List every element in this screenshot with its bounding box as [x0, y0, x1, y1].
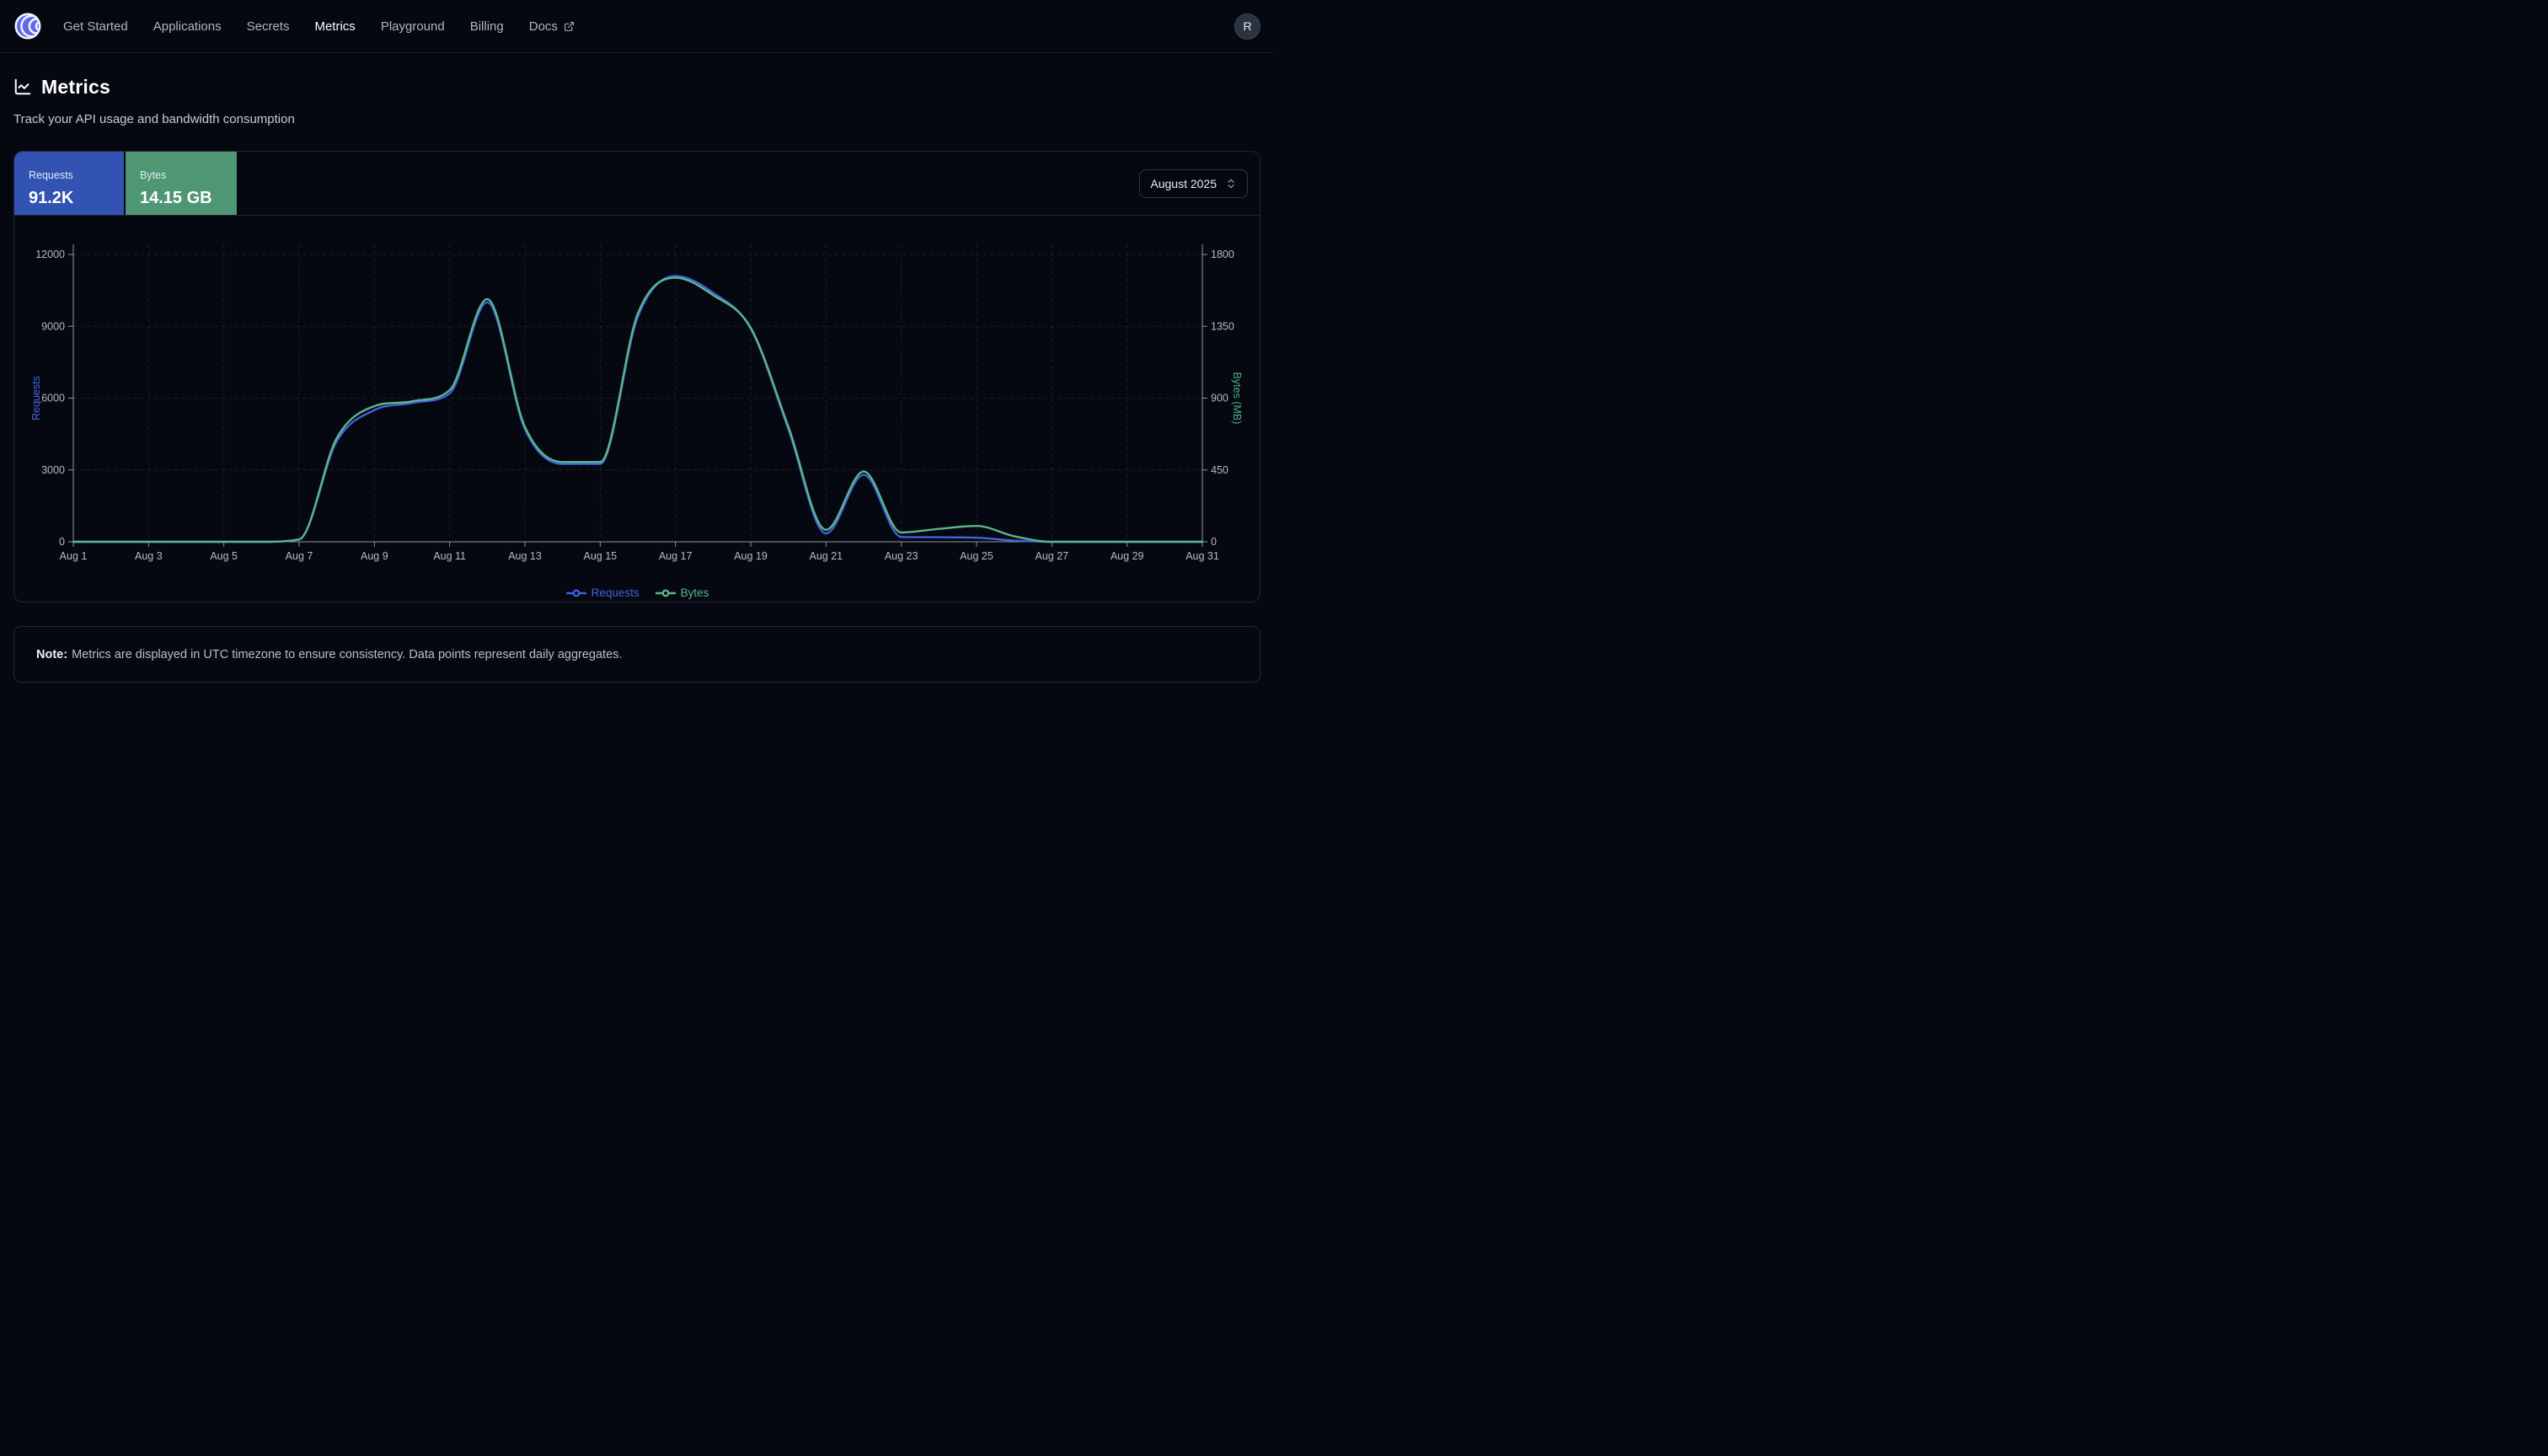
top-nav: Get Started Applications Secrets Metrics Pla…: [0, 0, 1274, 53]
nav-item-get-started[interactable]: Get Started: [63, 19, 128, 34]
note-text: Metrics are displayed in UTC timezone to…: [72, 647, 623, 661]
x-tick-label: Aug 31: [1186, 550, 1219, 562]
bytes-line: [72, 276, 1204, 543]
page-subtitle: Track your API usage and bandwidth consu…: [13, 112, 295, 126]
x-tick-label: Aug 9: [361, 550, 388, 562]
x-tick-label: Aug 27: [1036, 550, 1069, 562]
nav-item-docs[interactable]: Docs: [529, 19, 575, 34]
x-tick-label: Aug 7: [286, 550, 313, 562]
y-tick-label-left: 12000: [35, 249, 65, 260]
tab-requests[interactable]: Requests 91.2K: [14, 152, 124, 215]
nav-item-label: Secrets: [246, 19, 290, 34]
y-tick-label-right: 1800: [1211, 249, 1234, 260]
y-tick-label-right: 1350: [1211, 320, 1234, 332]
x-tick-label: Aug 5: [210, 550, 238, 562]
external-link-icon: [565, 22, 574, 31]
x-tick-label: Aug 17: [659, 550, 693, 562]
y-tick-label-right: 0: [1211, 536, 1217, 548]
x-tick-label: Aug 23: [885, 550, 918, 562]
legend-marker-icon: [565, 589, 586, 597]
nav-item-label: Metrics: [314, 19, 356, 34]
nav-item-playground[interactable]: Playground: [381, 19, 445, 34]
y-axis-title-right: Bytes (MB): [1231, 372, 1243, 425]
nav-links: Get Started Applications Secrets Metrics Pla…: [63, 19, 575, 34]
x-tick-label: Aug 25: [960, 550, 993, 562]
line-chart-icon: [14, 78, 31, 95]
metrics-card: Requests 91.2K Bytes 14.15 GB August 202…: [13, 151, 1261, 602]
legend-item-bytes[interactable]: Bytes: [655, 586, 709, 599]
x-tick-label: Aug 3: [135, 550, 163, 562]
y-tick-label-left: 9000: [41, 320, 65, 332]
x-tick-label: Aug 13: [508, 550, 542, 562]
chart-legend: Requests Bytes: [14, 586, 1260, 599]
tab-bytes[interactable]: Bytes 14.15 GB: [126, 152, 237, 215]
nav-item-label: Get Started: [63, 19, 128, 34]
app-logo[interactable]: [13, 12, 42, 40]
main-content: Metrics Track your API usage and bandwid…: [0, 74, 1274, 682]
nav-item-label: Playground: [380, 19, 445, 34]
card-header: Requests 91.2K Bytes 14.15 GB August 202…: [14, 152, 1260, 216]
y-tick-label-left: 6000: [41, 393, 65, 404]
legend-marker-icon: [655, 589, 676, 597]
month-select-value: August 2025: [1150, 176, 1217, 190]
y-axis-title-left: Requests: [30, 376, 42, 420]
note-prefix: Note:: [36, 647, 68, 661]
tab-bytes-value: 14.15 GB: [140, 189, 212, 207]
usage-chart: 0 3000 6000 9000 12000 0 450 900 1350 1800 Aug 1 Au…: [30, 244, 1243, 562]
nav-item-billing[interactable]: Billing: [470, 19, 504, 34]
tab-requests-label: Requests: [29, 169, 73, 181]
x-tick-label: Aug 21: [810, 550, 843, 562]
note-box: Note: Metrics are displayed in UTC timez…: [13, 626, 1261, 682]
nav-item-metrics[interactable]: Metrics: [314, 19, 355, 34]
nav-item-label: Applications: [153, 19, 222, 34]
legend-label: Bytes: [680, 586, 709, 599]
y-tick-label-right: 900: [1211, 393, 1228, 404]
chart-area: 0 3000 6000 9000 12000 0 450 900 1350 1800 Aug 1 Au…: [14, 216, 1260, 602]
y-tick-label-right: 450: [1211, 464, 1228, 476]
tab-bytes-label: Bytes: [140, 169, 167, 181]
nav-item-applications[interactable]: Applications: [153, 19, 222, 34]
nav-item-label: Docs: [528, 19, 558, 34]
tab-requests-value: 91.2K: [29, 189, 74, 207]
y-tick-label-left: 3000: [41, 464, 65, 476]
legend-item-requests[interactable]: Requests: [565, 586, 640, 599]
user-avatar[interactable]: R: [1234, 13, 1261, 40]
x-tick-label: Aug 15: [584, 550, 618, 562]
page-title: Metrics: [41, 75, 110, 98]
month-select[interactable]: August 2025: [1139, 169, 1248, 198]
x-tick-label: Aug 29: [1111, 550, 1144, 562]
x-tick-label: Aug 19: [734, 550, 768, 562]
nav-item-secrets[interactable]: Secrets: [247, 19, 290, 34]
nav-item-label: Billing: [469, 19, 504, 34]
x-tick-label: Aug 11: [433, 550, 466, 562]
x-tick-label: Aug 1: [60, 550, 88, 562]
legend-label: Requests: [591, 586, 640, 599]
page-title-row: Metrics: [13, 74, 1261, 99]
y-tick-label-left: 0: [59, 536, 65, 548]
chevron-up-down-icon: [1228, 179, 1234, 188]
